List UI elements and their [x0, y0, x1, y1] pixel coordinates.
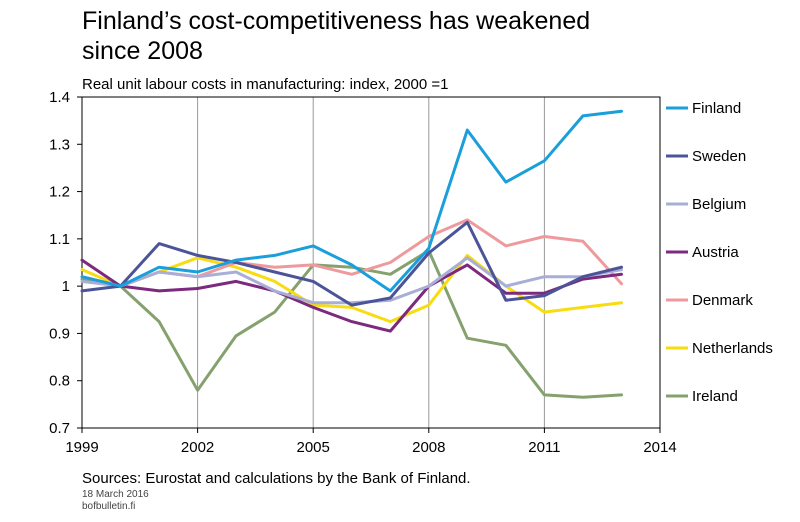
plot-area-border	[81, 96, 661, 429]
legend-item-sweden: Sweden	[666, 148, 746, 165]
legend-item-belgium: Belgium	[666, 196, 746, 213]
y-tick-label: 1.2	[49, 184, 70, 201]
y-tick-label: 1.1	[49, 231, 70, 248]
series-lines	[80, 109, 623, 399]
x-axis-ticks: 1999 2002 2005 2008 2011 2014	[65, 428, 677, 456]
chart-title-line-1: Finland’s cost-competitiveness has weake…	[82, 7, 591, 35]
grid-lines	[197, 97, 545, 428]
series-line-ireland	[80, 249, 623, 399]
legend-label: Sweden	[692, 148, 746, 165]
legend-label: Austria	[692, 244, 739, 261]
legend-item-finland: Finland	[666, 100, 741, 117]
y-tick-label: 1.3	[49, 136, 70, 153]
legend-item-denmark: Denmark	[666, 292, 753, 309]
series-line-sweden	[80, 220, 623, 307]
x-tick-label: 2011	[528, 439, 560, 456]
sources-note: Sources: Eurostat and calculations by th…	[82, 470, 471, 487]
chart-subtitle: Real unit labour costs in manufacturing:…	[82, 76, 449, 93]
legend-item-austria: Austria	[666, 244, 739, 261]
x-tick-label: 2014	[643, 439, 676, 456]
series-line-finland	[80, 109, 623, 293]
chart-title-line-2: since 2008	[82, 37, 203, 65]
y-tick-label: 1.4	[49, 89, 70, 106]
series-line-netherlands	[80, 253, 623, 324]
legend: Finland Sweden Belgium Austria Denmark Nether…	[666, 100, 773, 405]
legend-item-ireland: Ireland	[666, 388, 738, 405]
publication-date: 18 March 2016	[82, 489, 149, 500]
legend-label: Netherlands	[692, 340, 773, 357]
site-label: bofbulletin.fi	[82, 501, 136, 512]
legend-label: Belgium	[692, 196, 746, 213]
y-tick-label: 0.9	[49, 325, 70, 342]
series-line-belgium	[80, 256, 623, 305]
y-tick-label: 0.7	[49, 420, 70, 437]
y-tick-label: 0.8	[49, 373, 70, 390]
y-tick-label: 1	[62, 278, 70, 295]
x-tick-label: 2008	[412, 439, 445, 456]
chart-title: Finland’s cost-competitiveness has weake…	[82, 6, 682, 66]
x-tick-label: 1999	[65, 439, 98, 456]
legend-label: Denmark	[692, 292, 753, 309]
y-axis-ticks: 0.7 0.8 0.9 1 1.1 1.2 1.3 1.4	[49, 89, 82, 437]
legend-label: Ireland	[692, 388, 738, 405]
series-line-austria	[80, 258, 623, 333]
x-tick-label: 2002	[181, 439, 214, 456]
legend-label: Finland	[692, 100, 741, 117]
legend-item-netherlands: Netherlands	[666, 340, 773, 357]
x-tick-label: 2005	[297, 439, 330, 456]
